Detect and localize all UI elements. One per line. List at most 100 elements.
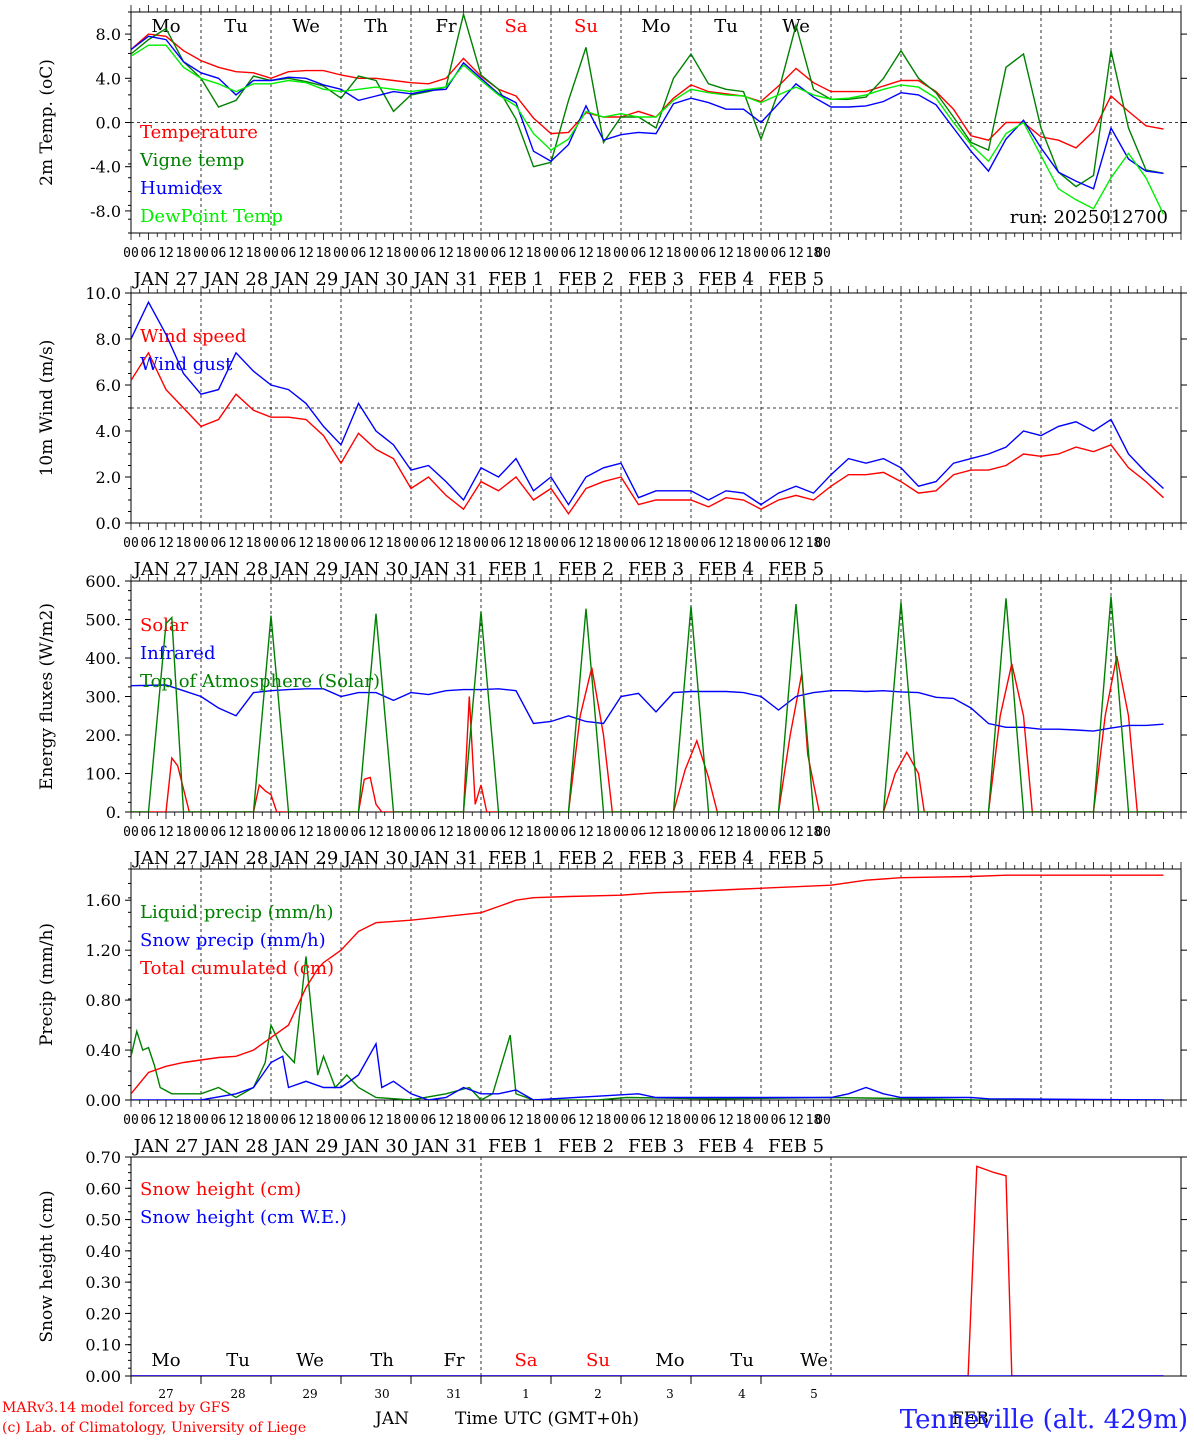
day-label: FEB 4 [698,559,754,580]
day-label: JAN 29 [272,269,339,290]
hour-tick-label: 12 [298,536,314,551]
hour-tick-label: 00 [263,536,279,551]
hour-tick-label: 12 [578,1113,594,1128]
weekday-label: Mo [151,1350,180,1371]
hour-tick-label: 18 [666,1113,682,1128]
series-line-2 [131,12,1164,188]
hour-tick-label: 18 [176,246,192,261]
hour-tick-label: 18 [316,825,332,840]
y-tick-label: 0.80 [85,991,121,1010]
day-number-label: 2 [594,1387,602,1401]
day-label: JAN 30 [342,848,409,869]
day-label: FEB 3 [628,848,684,869]
legend-entry: Snow height (cm W.E.) [140,1207,347,1228]
y-tick-label: 2.0 [96,468,121,487]
hour-tick-label: 00 [123,825,139,840]
hour-tick-label: 12 [438,825,454,840]
hour-tick-label: 00 [473,536,489,551]
hour-tick-label: 06 [561,825,577,840]
day-number-label: 29 [302,1387,317,1401]
weekday-label: Mo [655,1350,684,1371]
series-line-3 [131,596,1164,812]
hour-tick-label: 06 [211,825,227,840]
hour-tick-label: 00 [753,825,769,840]
day-label: FEB 1 [488,269,544,290]
hour-tick-label: 06 [141,536,157,551]
y-tick-label: 10.0 [85,284,121,303]
hour-tick-label: 06 [631,246,647,261]
y-tick-label: 8.0 [96,330,121,349]
day-label: JAN 28 [202,848,269,869]
hour-tick-label: 00 [815,1113,831,1128]
weekday-label: Tu [226,1350,250,1371]
hour-tick-label: 12 [648,536,664,551]
hour-tick-label: 06 [351,825,367,840]
hour-tick-label: 12 [578,536,594,551]
panel-3: 600. 500. 400. 300. 200. 100. 0. Energy fluxes … [37,572,1187,869]
day-number-label: 31 [446,1387,461,1401]
hour-tick-label: 06 [351,1113,367,1128]
hour-tick-label: 12 [718,825,734,840]
day-number-label: 30 [374,1387,389,1401]
hour-tick-label: 18 [316,246,332,261]
hour-tick-label: 00 [543,1113,559,1128]
hour-tick-label: 12 [788,536,804,551]
hour-tick-label: 12 [368,825,384,840]
hour-tick-label: 00 [193,536,209,551]
hour-tick-label: 00 [815,246,831,261]
hour-tick-label: 06 [141,1113,157,1128]
hour-tick-label: 12 [578,246,594,261]
weekday-label: Th [370,1350,394,1371]
day-label: JAN 31 [412,559,479,580]
hour-tick-label: 00 [333,536,349,551]
hour-tick-label: 12 [788,825,804,840]
y-tick-label: 200. [85,726,121,745]
day-label: FEB 2 [558,848,614,869]
day-label: FEB 5 [768,848,824,869]
hour-tick-label: 06 [631,825,647,840]
y-tick-label: 8.0 [96,25,121,44]
hour-tick-label: 00 [543,536,559,551]
hour-tick-label: 00 [543,246,559,261]
hour-tick-label: 12 [228,825,244,840]
hour-tick-label: 18 [666,825,682,840]
day-label: FEB 5 [768,269,824,290]
legend-entry: Vigne temp [139,150,244,171]
hour-tick-label: 06 [631,536,647,551]
hour-tick-label: 18 [526,246,542,261]
hour-tick-label: 18 [806,246,822,261]
hour-tick-label: 06 [491,536,507,551]
day-label: FEB 2 [558,269,614,290]
day-label: JAN 28 [202,559,269,580]
hour-tick-label: 18 [596,246,612,261]
day-label: JAN 31 [412,848,479,869]
hour-tick-label: 18 [456,825,472,840]
hour-tick-label: 12 [578,825,594,840]
hour-tick-label: 12 [788,246,804,261]
day-label: FEB 2 [558,559,614,580]
hour-tick-label: 06 [421,1113,437,1128]
day-label: JAN 31 [412,1136,479,1157]
hour-tick-label: 12 [298,825,314,840]
day-label: FEB 3 [628,269,684,290]
legend-entry: Total cumulated (cm) [140,958,334,979]
day-label: FEB 4 [698,848,754,869]
model-credit: MARv3.14 model forced by GFS [2,1400,230,1416]
weekday-label: We [800,1350,828,1371]
series-line-1 [131,655,1164,812]
weekday-label: Mo [641,16,670,37]
hour-tick-label: 18 [736,825,752,840]
hour-tick-label: 18 [806,825,822,840]
hour-tick-label: 00 [123,1113,139,1128]
hour-tick-label: 00 [613,825,629,840]
hour-tick-label: 00 [263,825,279,840]
hour-tick-label: 18 [666,536,682,551]
hour-tick-label: 18 [596,536,612,551]
series-line-1 [131,351,1164,516]
weekday-label: Tu [714,16,738,37]
day-label: JAN 29 [272,1136,339,1157]
y-tick-label: 0.70 [85,1148,121,1167]
month-label: JAN [373,1409,409,1429]
day-label: FEB 5 [768,1136,824,1157]
